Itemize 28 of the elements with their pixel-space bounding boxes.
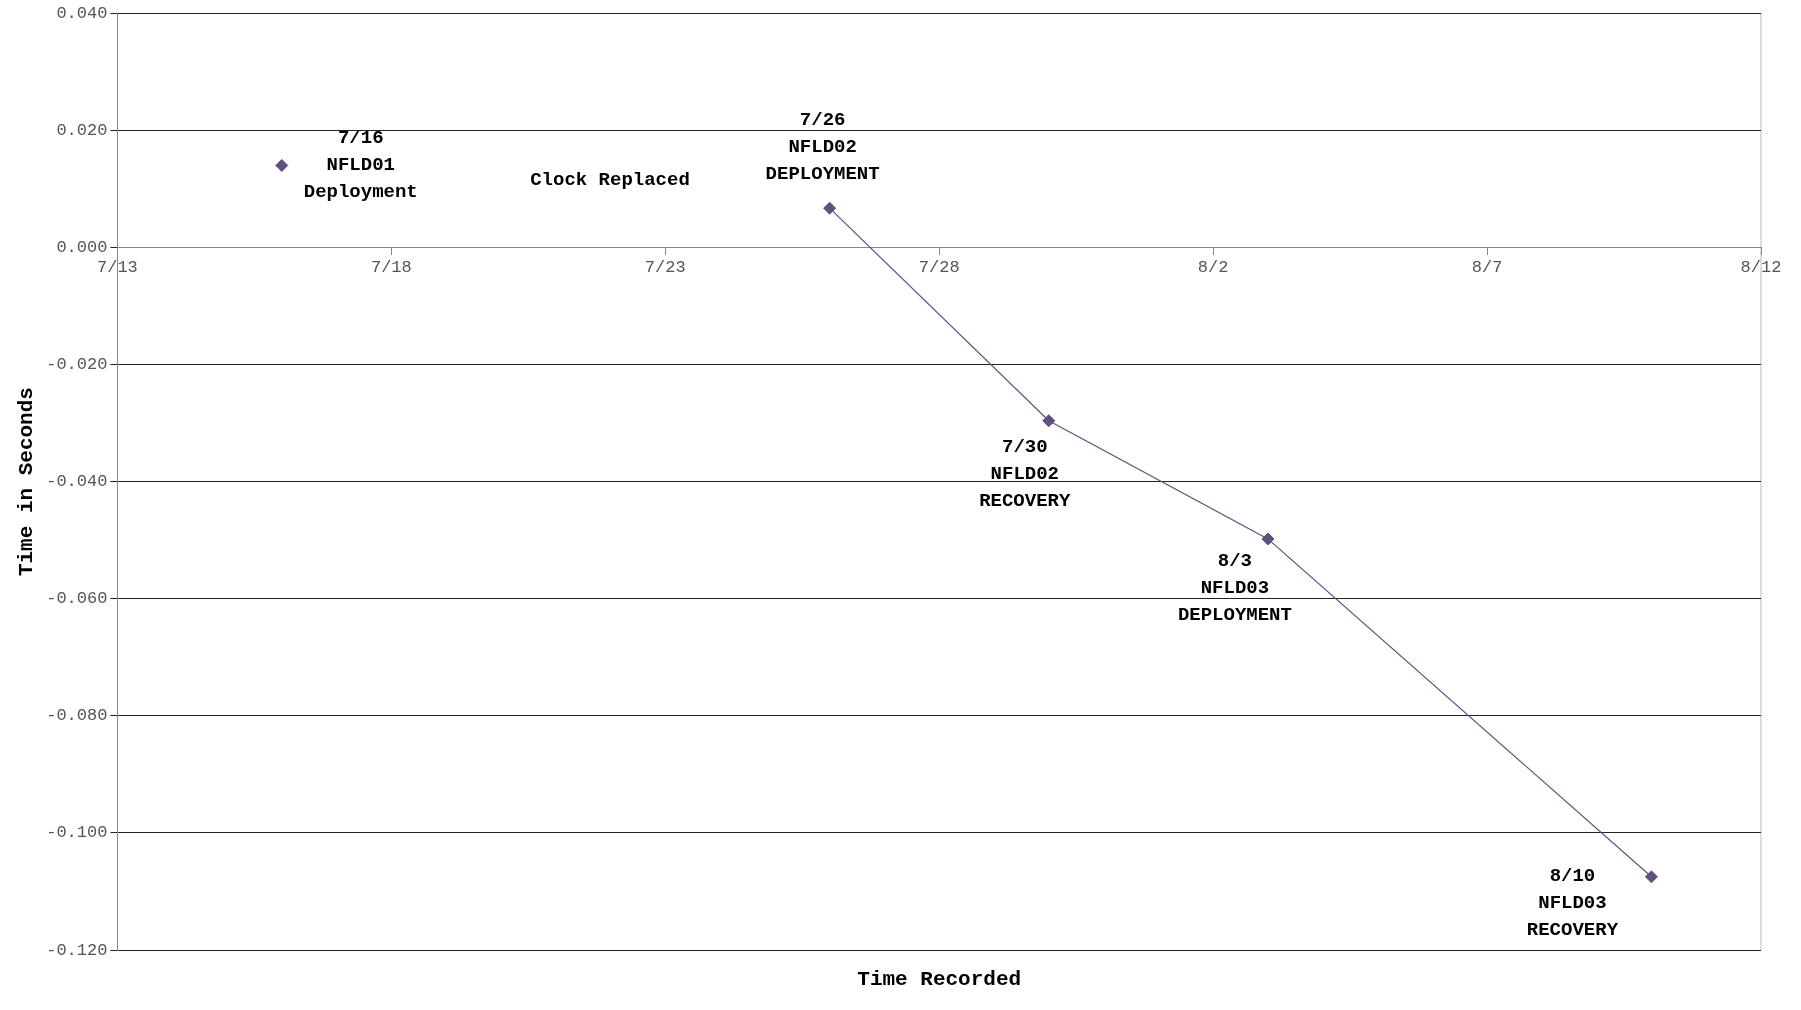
y-tick-label: -0.120: [46, 940, 108, 960]
x-axis-title: Time Recorded: [857, 968, 1022, 992]
y-tick-label: -0.020: [46, 355, 108, 374]
point: [1261, 532, 1275, 546]
point: [1644, 870, 1658, 884]
point: [275, 158, 289, 172]
x-tick-label: 8/7: [1471, 258, 1503, 278]
x-tick-label: 8/2: [1197, 258, 1229, 278]
y-tick-label: 0.000: [56, 237, 108, 257]
y-tick-label: -0.100: [46, 823, 108, 843]
y-tick-label: 0.040: [56, 3, 108, 23]
annotation: 7/30 NFLD02 RECOVERY: [979, 436, 1071, 513]
x-tick-label: 7/23: [644, 258, 686, 278]
annotation: 8/3 NFLD03 DEPLOYMENT: [1177, 549, 1292, 626]
y-tick-label: -0.080: [46, 706, 108, 726]
y-axis-title: Time in Seconds: [14, 387, 38, 577]
annotation: 7/26 NFLD02 DEPLOYMENT: [765, 108, 880, 185]
y-tick-label: -0.040: [46, 472, 108, 492]
annotation: 8/10 NFLD03 RECOVERY: [1526, 864, 1619, 941]
point: [1042, 414, 1056, 428]
annotation: 7/16 NFLD01 Deployment: [303, 127, 418, 204]
x-tick-label: 8/12: [1740, 258, 1782, 278]
y-tick-label: -0.060: [46, 589, 108, 609]
y-tick-label: 0.020: [56, 120, 108, 140]
point: [823, 201, 837, 215]
annotation: Clock Replaced: [530, 168, 690, 191]
x-tick-label: 7/28: [918, 258, 960, 278]
x-tick-label: 7/18: [370, 258, 412, 278]
